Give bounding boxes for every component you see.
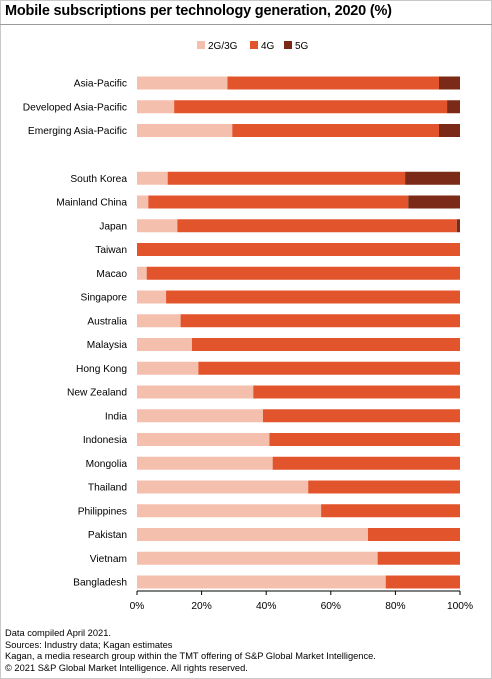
bar-australia-2g-3g (137, 314, 181, 328)
title-divider (0, 24, 492, 25)
bar-pakistan-2g-3g (137, 528, 368, 541)
category-label-taiwan: Taiwan (95, 245, 127, 256)
bar-japan-4g (177, 219, 457, 233)
category-label-singapore: Singapore (81, 293, 128, 304)
footer-sources: Sources: Industry data; Kagan estimates (5, 639, 173, 650)
bar-south-korea-2g-3g (137, 171, 168, 185)
bar-emerging-asia-pacific-4g (232, 124, 439, 137)
footer-publisher: Kagan, a media research group within the… (5, 651, 376, 662)
bar-taiwan-4g (137, 243, 460, 256)
bar-mongolia-2g-3g (137, 456, 273, 470)
legend-swatch-5g (284, 41, 292, 49)
legend-label-4g: 4G (261, 41, 275, 52)
bar-macao-2g-3g (137, 266, 147, 280)
bar-indonesia-4g (269, 433, 460, 446)
category-label-mongolia: Mongolia (86, 459, 128, 470)
footer-copyright: © 2021 S&P Global Market Intelligence. A… (5, 662, 248, 673)
bar-mainland-china-4g (148, 195, 409, 209)
category-label-vietnam: Vietnam (90, 554, 127, 565)
bar-mongolia-4g (272, 456, 460, 470)
x-tick-label: 40% (256, 601, 276, 612)
category-label-macao: Macao (96, 269, 127, 280)
bar-pakistan-4g (367, 528, 460, 541)
category-label-asia-pacific: Asia-Pacific (74, 79, 127, 90)
category-label-thailand: Thailand (88, 483, 127, 494)
bar-indonesia-2g-3g (137, 433, 270, 446)
category-label-new-zealand: New Zealand (67, 388, 127, 399)
x-tick-label: 100% (447, 601, 473, 612)
bar-new-zealand-2g-3g (137, 385, 254, 399)
bar-vietnam-4g (377, 551, 460, 565)
bar-malaysia-2g-3g (137, 338, 192, 351)
bar-hong-kong-4g (198, 361, 460, 375)
legend-label-5g: 5G (295, 41, 309, 52)
bar-thailand-4g (308, 480, 460, 494)
legend-label-2g-3g: 2G/3G (208, 41, 238, 52)
bar-thailand-2g-3g (137, 480, 309, 494)
bar-developed-asia-pacific-2g-3g (137, 100, 175, 114)
chart-legend: 2G/3G 4G 5G (197, 41, 309, 52)
bar-emerging-asia-pacific-2g-3g (137, 124, 233, 137)
bar-bangladesh-4g (385, 575, 460, 589)
bar-philippines-2g-3g (137, 504, 322, 518)
footer-date-note: Data compiled April 2021. (5, 628, 111, 638)
category-label-india: India (105, 411, 127, 422)
bar-mainland-china-5g (408, 195, 460, 209)
bar-australia-4g (180, 314, 461, 328)
category-label-south-korea: South Korea (70, 174, 127, 185)
category-label-pakistan: Pakistan (88, 530, 127, 541)
category-label-australia: Australia (87, 316, 127, 327)
bar-asia-pacific-2g-3g (137, 76, 228, 90)
bar-india-4g (262, 409, 460, 423)
category-label-japan: Japan (99, 221, 127, 232)
bar-singapore-4g (166, 290, 460, 304)
x-tick-label: 0% (130, 601, 145, 612)
bar-new-zealand-4g (253, 385, 460, 399)
bar-malaysia-4g (191, 338, 460, 351)
chart-title: Mobile subscriptions per technology gene… (5, 3, 392, 19)
bar-asia-pacific-5g (439, 76, 460, 90)
category-label-malaysia: Malaysia (87, 340, 128, 351)
x-tick-label: 60% (321, 601, 341, 612)
bar-macao-4g (146, 266, 460, 280)
x-tick-label: 80% (385, 601, 405, 612)
stacked-bar-chart: 2G/3G 4G 5G Asia-Pacific Developed Asia-Pac… (23, 41, 473, 612)
bar-vietnam-2g-3g (137, 551, 378, 565)
category-label-mainland-china: Mainland China (56, 198, 127, 209)
bar-japan-5g (456, 219, 460, 233)
bar-south-korea-5g (405, 171, 460, 185)
category-label-hong-kong: Hong Kong (76, 364, 127, 375)
bar-singapore-2g-3g (137, 290, 167, 304)
x-axis: 0% 20% 40% 60% 80% 100% (130, 590, 473, 612)
legend-swatch-2g-3g (197, 41, 205, 49)
bar-bangladesh-2g-3g (137, 575, 386, 589)
bar-india-2g-3g (137, 409, 263, 423)
bar-developed-asia-pacific-4g (174, 100, 448, 114)
chart-footer: Data compiled April 2021. Sources: Indus… (5, 628, 376, 674)
x-tick-label: 20% (191, 601, 211, 612)
plot-area: Asia-Pacific Developed Asia-Pacific Emergi… (23, 76, 461, 589)
category-label-bangladesh: Bangladesh (73, 578, 127, 589)
bar-emerging-asia-pacific-5g (439, 124, 460, 137)
bar-south-korea-4g (167, 171, 406, 185)
bar-developed-asia-pacific-5g (447, 100, 460, 114)
bar-mainland-china-2g-3g (137, 195, 149, 209)
category-label-developed-asia-pacific: Developed Asia-Pacific (23, 102, 127, 113)
bar-asia-pacific-4g (227, 76, 439, 90)
bar-philippines-4g (321, 504, 460, 518)
bar-japan-2g-3g (137, 219, 178, 233)
category-label-philippines: Philippines (78, 506, 127, 517)
category-label-emerging-asia-pacific: Emerging Asia-Pacific (28, 126, 127, 137)
category-label-indonesia: Indonesia (83, 435, 128, 446)
legend-swatch-4g (250, 41, 258, 49)
bar-hong-kong-2g-3g (137, 361, 199, 375)
